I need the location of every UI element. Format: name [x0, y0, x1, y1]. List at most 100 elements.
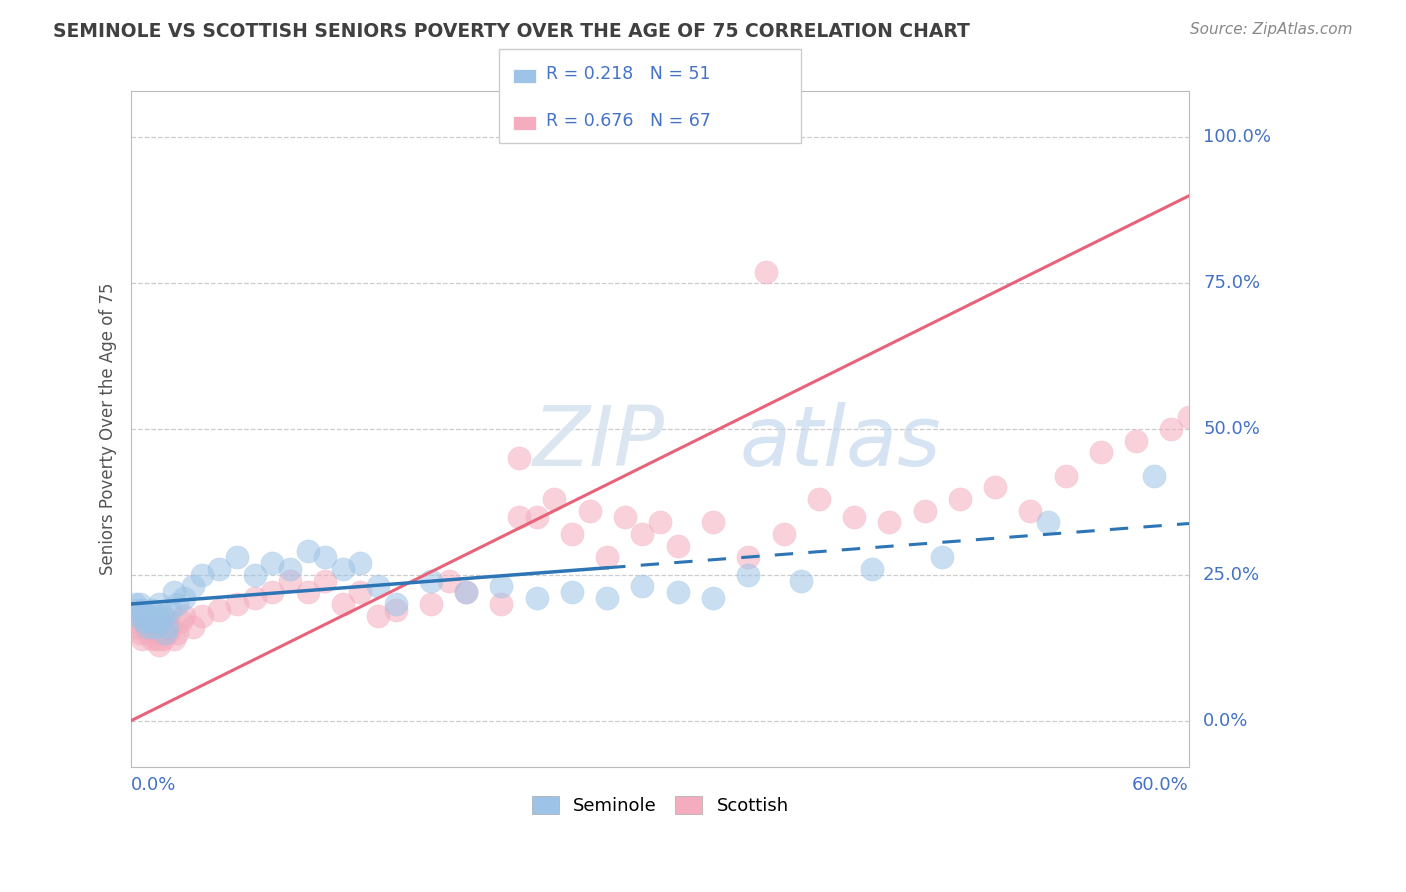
Text: 50.0%: 50.0%: [1204, 420, 1260, 438]
Point: [162, 585, 184, 599]
Legend: Seminole, Scottish: Seminole, Scottish: [524, 789, 796, 822]
Point: [596, 550, 619, 565]
Point: [1019, 504, 1042, 518]
Point: [914, 504, 936, 518]
Point: [136, 626, 159, 640]
Point: [491, 579, 513, 593]
Point: [138, 608, 160, 623]
Point: [146, 608, 169, 623]
Point: [931, 550, 953, 565]
Point: [772, 527, 794, 541]
Point: [419, 597, 441, 611]
Y-axis label: Seniors Poverty Over the Age of 75: Seniors Poverty Over the Age of 75: [100, 283, 117, 575]
Point: [278, 562, 301, 576]
Point: [141, 603, 163, 617]
Point: [208, 562, 231, 576]
Point: [332, 597, 354, 611]
Point: [367, 579, 389, 593]
Point: [1054, 468, 1077, 483]
Point: [152, 632, 174, 646]
Point: [1178, 410, 1201, 425]
Point: [181, 620, 204, 634]
Point: [561, 585, 583, 599]
Point: [143, 620, 166, 634]
Point: [152, 608, 174, 623]
Point: [162, 632, 184, 646]
Point: [125, 620, 148, 634]
Point: [561, 527, 583, 541]
Point: [877, 516, 900, 530]
Point: [129, 597, 152, 611]
Point: [1036, 516, 1059, 530]
Point: [807, 491, 830, 506]
Point: [949, 491, 972, 506]
Point: [243, 567, 266, 582]
Point: [181, 579, 204, 593]
Point: [124, 597, 146, 611]
Point: [141, 632, 163, 646]
Point: [138, 615, 160, 629]
Point: [666, 585, 689, 599]
Point: [349, 556, 371, 570]
Point: [159, 620, 181, 634]
Point: [166, 597, 188, 611]
Text: 25.0%: 25.0%: [1204, 566, 1260, 584]
Point: [456, 585, 478, 599]
Point: [543, 491, 565, 506]
Point: [131, 603, 153, 617]
Point: [157, 626, 180, 640]
Point: [129, 626, 152, 640]
Point: [297, 544, 319, 558]
Point: [526, 591, 548, 606]
Text: 0.0%: 0.0%: [1204, 712, 1249, 730]
Text: 75.0%: 75.0%: [1204, 274, 1260, 293]
Point: [134, 608, 156, 623]
Point: [755, 264, 778, 278]
Point: [349, 585, 371, 599]
Point: [384, 597, 406, 611]
Point: [367, 608, 389, 623]
Text: Source: ZipAtlas.com: Source: ZipAtlas.com: [1189, 22, 1353, 37]
Point: [508, 451, 530, 466]
Point: [226, 550, 249, 565]
Point: [314, 574, 336, 588]
Point: [148, 597, 170, 611]
Text: 100.0%: 100.0%: [1204, 128, 1271, 146]
Point: [737, 567, 759, 582]
Text: atlas: atlas: [740, 402, 941, 483]
Point: [702, 516, 724, 530]
Point: [169, 615, 191, 629]
Point: [146, 632, 169, 646]
Point: [166, 626, 188, 640]
Point: [150, 626, 173, 640]
Point: [125, 603, 148, 617]
Point: [419, 574, 441, 588]
Text: R = 0.676   N = 67: R = 0.676 N = 67: [546, 112, 710, 130]
Point: [159, 603, 181, 617]
Text: 0.0%: 0.0%: [131, 776, 177, 794]
Point: [526, 509, 548, 524]
Point: [1143, 468, 1166, 483]
Point: [155, 615, 177, 629]
Text: SEMINOLE VS SCOTTISH SENIORS POVERTY OVER THE AGE OF 75 CORRELATION CHART: SEMINOLE VS SCOTTISH SENIORS POVERTY OVE…: [53, 22, 970, 41]
Point: [737, 550, 759, 565]
Point: [456, 585, 478, 599]
Point: [131, 632, 153, 646]
Point: [491, 597, 513, 611]
Point: [262, 556, 284, 570]
Point: [155, 620, 177, 634]
Point: [124, 615, 146, 629]
Point: [613, 509, 636, 524]
Point: [134, 620, 156, 634]
Point: [437, 574, 460, 588]
Point: [145, 615, 167, 629]
Point: [1160, 422, 1182, 436]
Point: [702, 591, 724, 606]
Point: [790, 574, 813, 588]
Point: [508, 509, 530, 524]
Point: [208, 603, 231, 617]
Point: [860, 562, 883, 576]
Point: [153, 620, 176, 634]
Point: [842, 509, 865, 524]
Point: [631, 579, 654, 593]
